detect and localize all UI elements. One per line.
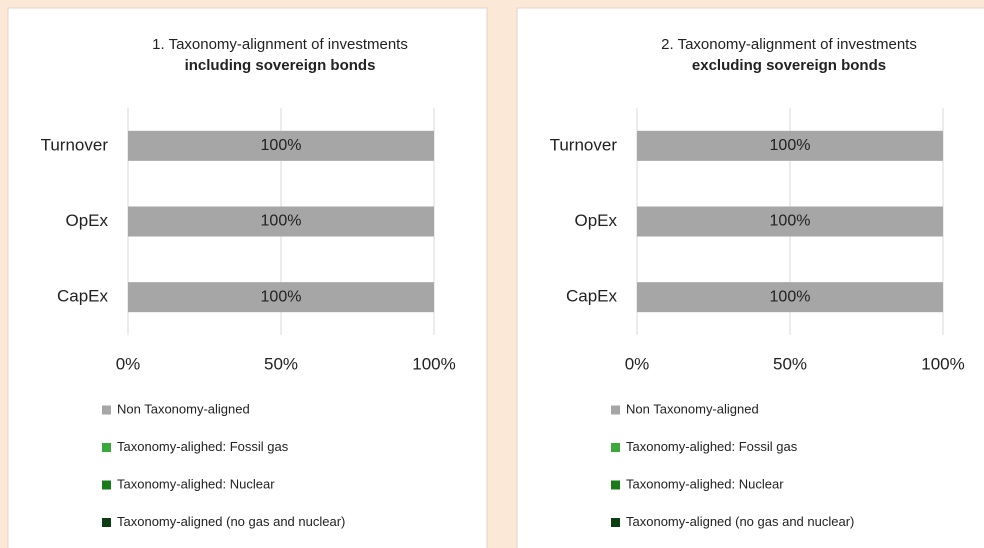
bar <box>637 282 943 313</box>
chart-subtitle: including sovereign bonds <box>185 57 376 74</box>
x-tick-label: 50% <box>264 354 298 373</box>
legend-label: Taxonomy-alighed: Fossil gas <box>626 439 798 454</box>
legend-swatch <box>611 480 620 490</box>
legend-swatch <box>102 405 111 415</box>
y-tick-label: OpEx <box>574 211 617 230</box>
legend-swatch <box>102 443 111 452</box>
y-tick-label: OpEx <box>65 211 108 230</box>
legend-label: Taxonomy-alighed: Fossil gas <box>117 439 289 454</box>
x-tick-label: 50% <box>773 354 807 373</box>
bar <box>128 282 434 313</box>
bar <box>637 130 943 161</box>
chart-title: 2. Taxonomy-alignment of investments <box>661 36 917 53</box>
x-tick-label: 0% <box>625 354 650 373</box>
panel <box>516 7 984 548</box>
legend-label: Taxonomy-alighed: Nuclear <box>117 476 275 491</box>
data-label: 100% <box>770 213 811 230</box>
y-tick-label: Turnover <box>41 135 109 154</box>
legend-label: Non Taxonomy-aligned <box>117 401 250 416</box>
bar <box>128 130 434 161</box>
chart-subtitle: excluding sovereign bonds <box>692 57 886 74</box>
legend-label: Taxonomy-aligned (no gas and nuclear) <box>117 514 345 529</box>
legend-swatch <box>611 518 620 527</box>
chart-title: 1. Taxonomy-alignment of investments <box>152 36 408 53</box>
panel <box>7 7 488 548</box>
legend-swatch <box>611 405 620 415</box>
data-label: 100% <box>261 288 302 305</box>
bar <box>637 206 943 237</box>
legend-label: Non Taxonomy-aligned <box>626 401 759 416</box>
y-tick-label: CapEx <box>57 287 109 306</box>
legend-swatch <box>611 443 620 452</box>
x-tick-label: 100% <box>921 354 964 373</box>
data-label: 100% <box>261 137 302 154</box>
data-label: 100% <box>770 288 811 305</box>
data-label: 100% <box>770 137 811 154</box>
legend-swatch <box>102 480 111 490</box>
legend-swatch <box>102 518 111 527</box>
legend-label: Taxonomy-alighed: Nuclear <box>626 476 784 491</box>
x-tick-label: 100% <box>412 354 455 373</box>
legend-label: Taxonomy-aligned (no gas and nuclear) <box>626 514 854 529</box>
bar <box>128 206 434 237</box>
x-tick-label: 0% <box>116 354 141 373</box>
data-label: 100% <box>261 213 302 230</box>
y-tick-label: Turnover <box>550 135 618 154</box>
y-tick-label: CapEx <box>566 287 618 306</box>
